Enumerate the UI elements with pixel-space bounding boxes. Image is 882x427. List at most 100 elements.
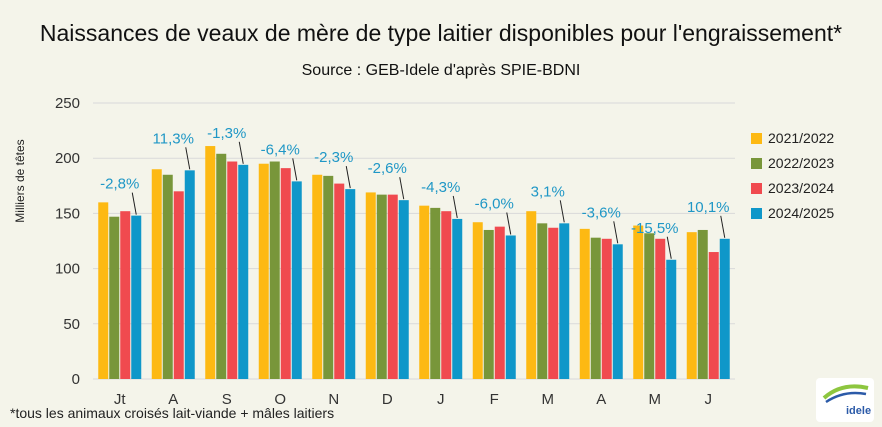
bar [398, 200, 409, 379]
bar [697, 229, 708, 379]
x-tick-label: M [649, 391, 662, 408]
bar [590, 237, 601, 379]
bar [441, 211, 452, 379]
bar [548, 227, 559, 379]
bar [494, 226, 505, 379]
legend-swatch [751, 133, 762, 144]
annotation-label: -2,3% [314, 149, 353, 166]
y-tick-label: 250 [55, 95, 80, 112]
bar [472, 222, 483, 379]
bar [205, 146, 216, 379]
bar [419, 205, 430, 379]
annotation-label: 3,1% [531, 183, 565, 200]
legend-label: 2021/2022 [768, 130, 834, 146]
bar [227, 161, 238, 379]
bar [483, 229, 494, 379]
footnote: *tous les animaux croisés lait-viande + … [10, 405, 335, 421]
bar [601, 238, 612, 379]
annotation-leader [292, 158, 298, 181]
annotation-label: -6,4% [261, 141, 300, 158]
bar [666, 259, 677, 379]
bar [291, 181, 302, 379]
bar [216, 153, 227, 379]
legend-label: 2023/2024 [768, 180, 834, 196]
legend-label: 2022/2023 [768, 155, 834, 171]
bar [655, 238, 666, 379]
annotation-leader [506, 212, 512, 235]
x-tick-label: N [328, 391, 339, 408]
annotation-leader [613, 221, 619, 244]
bar [559, 223, 570, 379]
bar [365, 192, 376, 379]
y-tick-label: 200 [55, 150, 80, 167]
idele-logo: idele [816, 378, 874, 422]
y-tick-label: 0 [72, 371, 80, 388]
y-tick-label: 100 [55, 261, 80, 278]
bar [98, 202, 109, 379]
bar [334, 183, 345, 379]
annotation-leader [238, 141, 244, 164]
annotation-label: 11,3% [153, 130, 194, 147]
annotation-leader [452, 195, 458, 219]
x-tick-label: D [382, 391, 393, 408]
x-tick-label: S [222, 391, 232, 408]
x-tick-label: O [274, 391, 286, 408]
logo-text: idele [846, 405, 871, 417]
annotation-leader [345, 166, 351, 189]
annotation-label: 10,1% [687, 199, 730, 216]
annotation-label: -4,3% [421, 179, 460, 196]
bar [719, 238, 730, 379]
chart-title: Naissances de veaux de mère de type lait… [39, 20, 843, 46]
bar [387, 194, 398, 379]
annotation-label: -1,3% [207, 125, 246, 142]
annotation-label: -6,0% [475, 195, 514, 212]
bar [312, 174, 323, 379]
bar [131, 215, 142, 379]
bar [452, 218, 463, 379]
bar [376, 194, 387, 379]
bar [323, 175, 334, 379]
annotation-label: -2,6% [368, 160, 407, 177]
x-tick-label: F [490, 391, 499, 408]
y-axis-label: Milliers de têtes [13, 139, 27, 222]
bar [258, 163, 269, 379]
bar [430, 207, 441, 379]
x-tick-label: A [596, 391, 606, 408]
bar [686, 232, 697, 379]
bar [162, 174, 173, 379]
legend-swatch [751, 158, 762, 169]
bar [109, 216, 120, 379]
annotation-leader [666, 236, 672, 259]
x-tick-label: A [168, 391, 178, 408]
annotation-leader [185, 147, 191, 170]
legend-label: 2024/2025 [768, 205, 834, 221]
bar [345, 189, 356, 379]
bar [644, 233, 655, 379]
chart-subtitle: Source : GEB-Idele d'après SPIE-BDNI [301, 62, 581, 79]
bar [505, 235, 516, 379]
annotation-label: -2,8% [100, 176, 139, 193]
legend-swatch [751, 183, 762, 194]
x-tick-label: J [705, 391, 713, 408]
annotation-label: -15,5% [631, 220, 679, 237]
annotation-leader [720, 215, 726, 238]
annotation-leader [559, 200, 565, 223]
y-tick-label: 150 [55, 205, 80, 222]
x-tick-label: J [437, 391, 445, 408]
bar [579, 228, 590, 379]
bar [120, 211, 131, 379]
bar [612, 244, 623, 379]
bar [184, 170, 195, 379]
bar [526, 211, 537, 379]
bar [238, 164, 249, 379]
x-tick-label: Jt [114, 391, 127, 408]
bar [633, 225, 644, 379]
bar [280, 168, 291, 379]
bar [269, 161, 280, 379]
bar [151, 169, 162, 379]
annotation-leader [131, 192, 137, 215]
x-tick-label: M [542, 391, 555, 408]
idele-logo-mark: idele [822, 384, 871, 417]
legend-swatch [751, 208, 762, 219]
